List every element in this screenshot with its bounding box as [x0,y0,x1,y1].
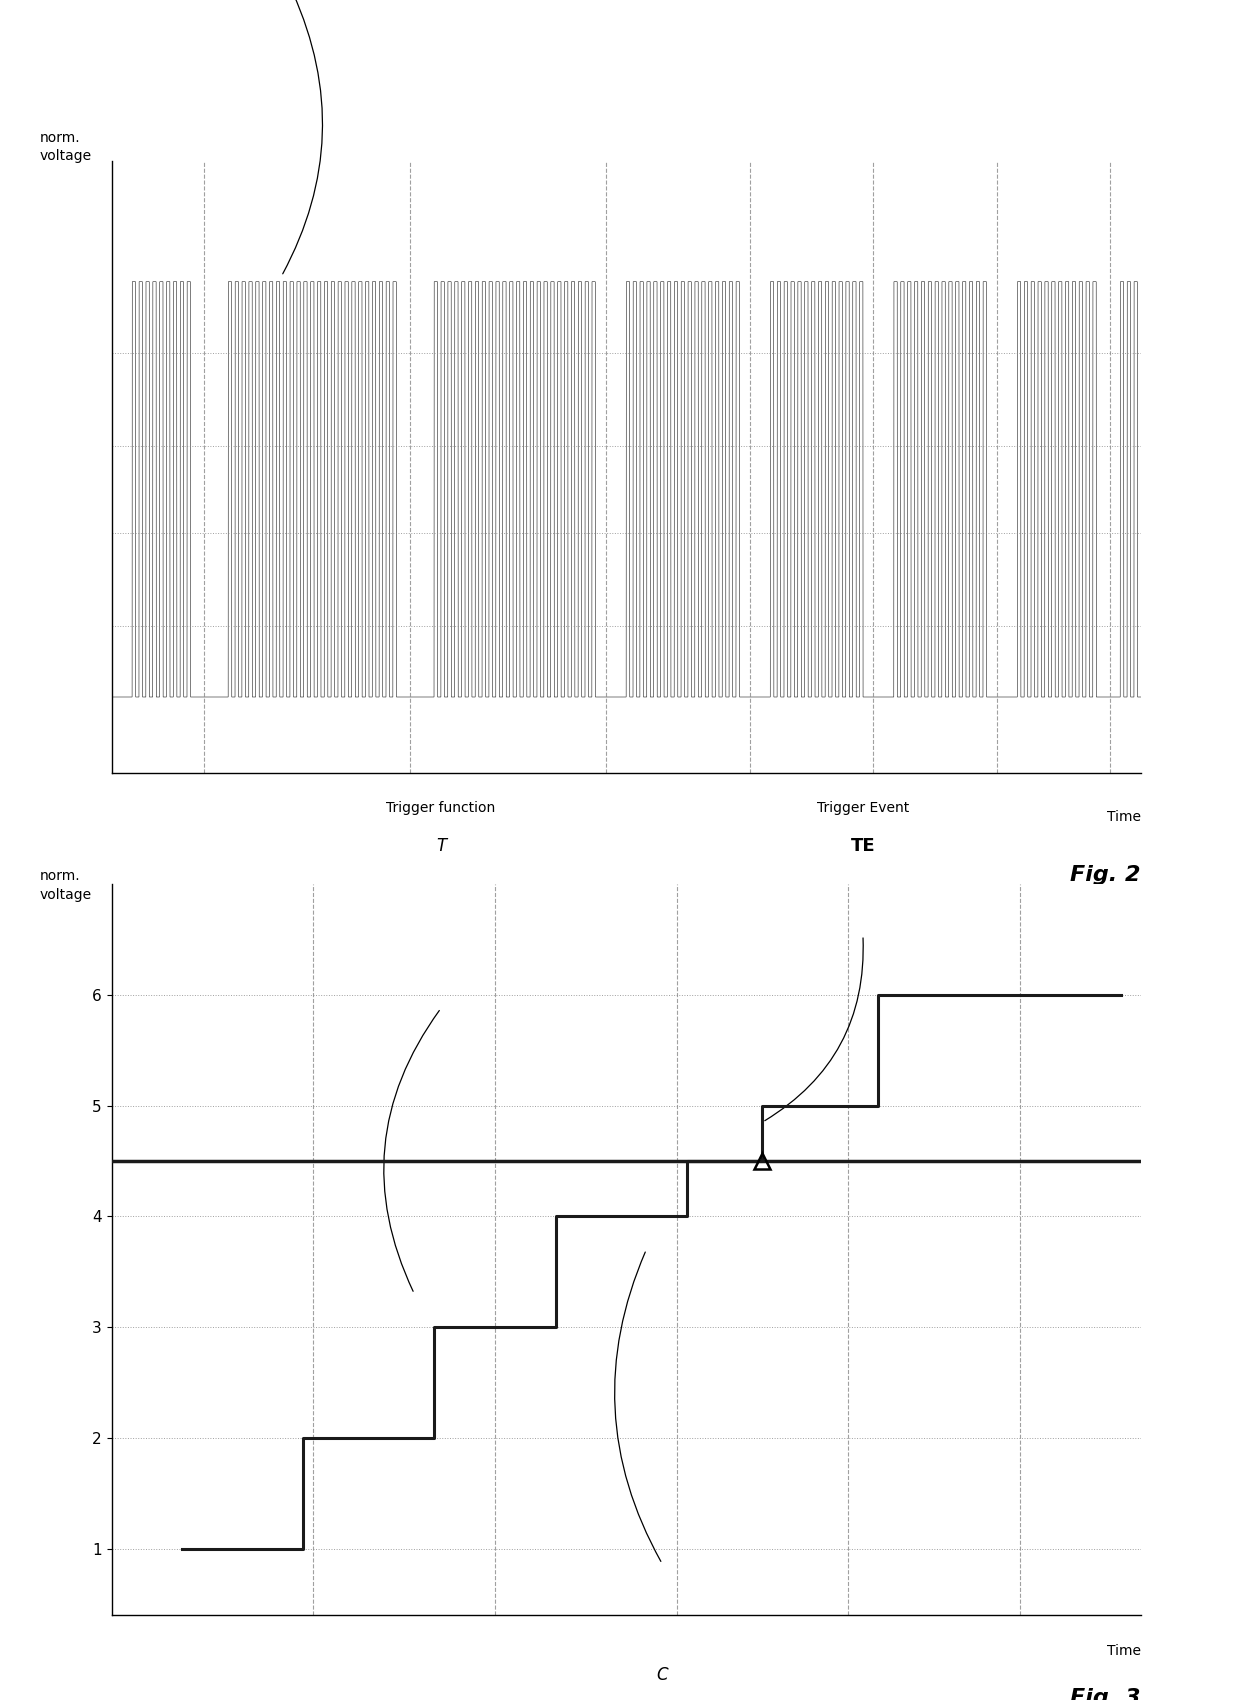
Text: TE: TE [851,836,875,855]
Text: Trigger Event: Trigger Event [817,801,909,814]
Text: Trigger function: Trigger function [387,801,496,814]
Text: Fig. 2: Fig. 2 [1070,865,1141,886]
Text: C: C [656,1666,668,1685]
Text: Time: Time [1107,1644,1141,1657]
Text: T: T [436,836,446,855]
Text: Fig. 3: Fig. 3 [1070,1688,1141,1700]
Text: Time: Time [1107,811,1141,824]
Text: norm.
voltage: norm. voltage [40,131,92,163]
Text: norm.
voltage: norm. voltage [40,869,92,901]
